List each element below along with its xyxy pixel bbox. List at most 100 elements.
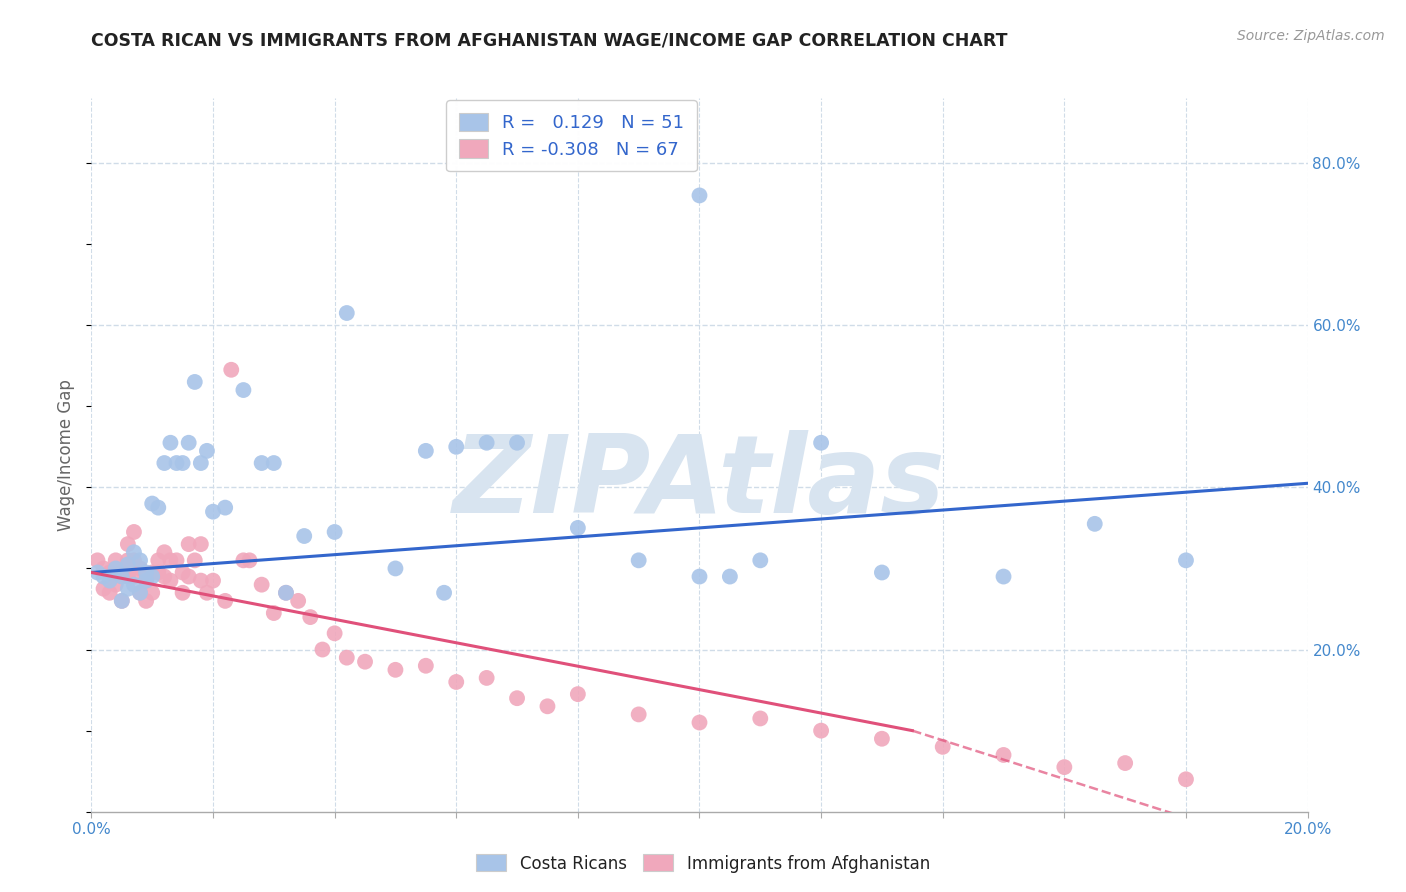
Point: [177, 569, 200, 583]
Point: [202, 505, 225, 519]
Point: [214, 594, 236, 608]
Text: COSTA RICAN VS IMMIGRANTS FROM AFGHANISTAN WAGE/INCOME GAP CORRELATION CHART: COSTA RICAN VS IMMIGRANTS FROM AFGHANIST…: [91, 31, 1008, 49]
Y-axis label: Wage/Income Gap: Wage/Income Gap: [58, 379, 76, 531]
Point: [117, 558, 139, 572]
Point: [166, 553, 188, 567]
Point: [1174, 772, 1197, 787]
Point: [870, 566, 893, 580]
Point: [718, 569, 741, 583]
Text: Source: ZipAtlas.com: Source: ZipAtlas.com: [1237, 29, 1385, 43]
Point: [195, 443, 218, 458]
Point: [627, 707, 650, 722]
Point: [536, 699, 558, 714]
Point: [323, 524, 346, 539]
Point: [214, 500, 236, 515]
Point: [993, 747, 1015, 762]
Point: [931, 739, 953, 754]
Point: [148, 553, 170, 567]
Point: [870, 731, 893, 746]
Point: [202, 574, 225, 588]
Point: [141, 497, 163, 511]
Point: [129, 586, 152, 600]
Point: [93, 561, 115, 575]
Point: [1174, 553, 1197, 567]
Point: [122, 569, 145, 583]
Point: [263, 456, 285, 470]
Point: [117, 569, 139, 583]
Point: [475, 435, 498, 450]
Point: [184, 553, 207, 567]
Point: [135, 566, 157, 580]
Point: [122, 553, 145, 567]
Point: [274, 586, 297, 600]
Point: [250, 577, 273, 591]
Point: [148, 566, 170, 580]
Point: [104, 561, 127, 575]
Point: [172, 566, 194, 580]
Point: [506, 435, 529, 450]
Point: [135, 574, 157, 588]
Point: [190, 456, 212, 470]
Point: [172, 586, 194, 600]
Point: [506, 691, 529, 706]
Point: [159, 574, 181, 588]
Point: [177, 537, 200, 551]
Point: [111, 569, 134, 583]
Point: [810, 723, 832, 738]
Point: [567, 521, 589, 535]
Point: [153, 456, 176, 470]
Point: [354, 655, 377, 669]
Point: [336, 306, 359, 320]
Point: [292, 529, 315, 543]
Point: [122, 577, 145, 591]
Point: [1053, 760, 1076, 774]
Point: [177, 435, 200, 450]
Point: [172, 456, 194, 470]
Legend: R =   0.129   N = 51, R = -0.308   N = 67: R = 0.129 N = 51, R = -0.308 N = 67: [447, 100, 697, 171]
Point: [567, 687, 589, 701]
Point: [287, 594, 309, 608]
Point: [148, 500, 170, 515]
Point: [159, 435, 181, 450]
Point: [299, 610, 322, 624]
Point: [232, 383, 254, 397]
Point: [238, 553, 260, 567]
Point: [98, 574, 121, 588]
Point: [117, 582, 139, 596]
Point: [141, 566, 163, 580]
Point: [323, 626, 346, 640]
Point: [190, 537, 212, 551]
Point: [415, 658, 437, 673]
Point: [274, 586, 297, 600]
Point: [86, 553, 108, 567]
Point: [135, 594, 157, 608]
Legend: Costa Ricans, Immigrants from Afghanistan: Costa Ricans, Immigrants from Afghanista…: [470, 847, 936, 880]
Point: [135, 574, 157, 588]
Point: [117, 537, 139, 551]
Point: [336, 650, 359, 665]
Point: [104, 553, 127, 567]
Point: [111, 566, 134, 580]
Point: [1114, 756, 1136, 770]
Point: [415, 443, 437, 458]
Point: [232, 553, 254, 567]
Point: [111, 594, 134, 608]
Point: [190, 574, 212, 588]
Point: [141, 586, 163, 600]
Point: [129, 561, 152, 575]
Text: ZIPAtlas: ZIPAtlas: [453, 431, 946, 536]
Point: [311, 642, 333, 657]
Point: [444, 675, 467, 690]
Point: [98, 566, 121, 580]
Point: [153, 545, 176, 559]
Point: [195, 586, 218, 600]
Point: [433, 586, 456, 600]
Point: [93, 569, 115, 583]
Point: [384, 663, 406, 677]
Point: [688, 188, 710, 202]
Point: [810, 435, 832, 450]
Point: [141, 569, 163, 583]
Point: [129, 586, 152, 600]
Point: [122, 545, 145, 559]
Point: [104, 577, 127, 591]
